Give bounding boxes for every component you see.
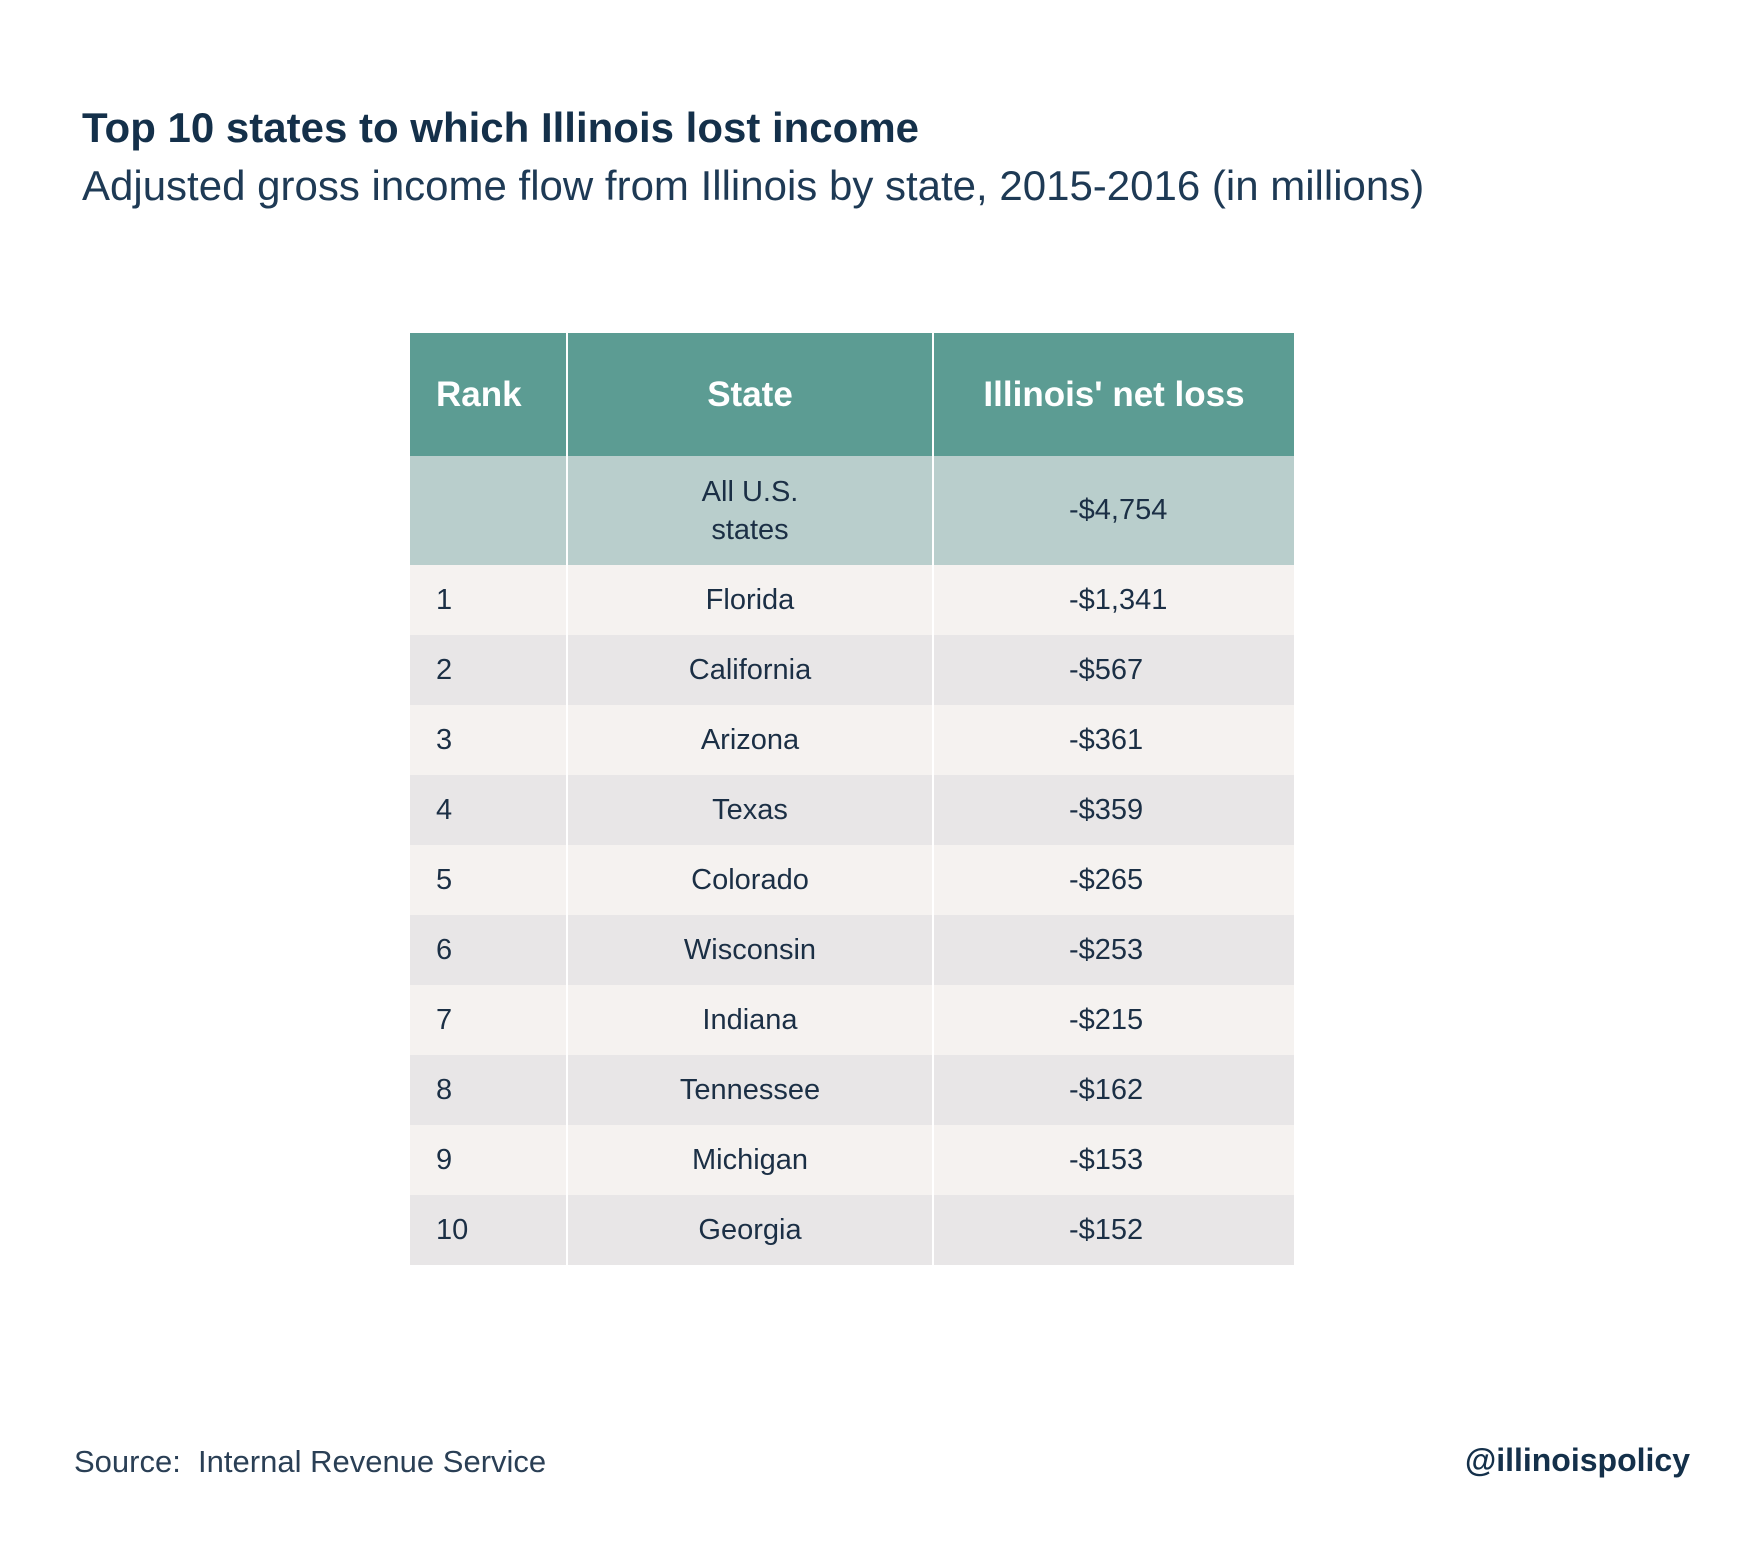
table-row: 7 Indiana -$215 — [410, 985, 1294, 1055]
table-row: 10 Georgia -$152 — [410, 1195, 1294, 1265]
column-header-rank: Rank — [410, 333, 568, 456]
net-loss-cell: -$567 — [933, 635, 1294, 705]
net-loss-cell: -$1,341 — [933, 565, 1294, 635]
net-loss-cell: -$153 — [933, 1125, 1294, 1195]
column-header-state: State — [567, 333, 934, 456]
social-handle: @illinoispolicy — [1464, 1442, 1690, 1478]
column-header-net-loss: Illinois' net loss — [933, 333, 1294, 456]
rank-cell: 6 — [410, 915, 568, 985]
source-note: Source: Internal Revenue Service — [74, 1444, 547, 1479]
state-cell: Tennessee — [567, 1055, 934, 1125]
rank-cell: 9 — [410, 1125, 568, 1195]
table-row: 9 Michigan -$153 — [410, 1125, 1294, 1195]
net-loss-cell: -$152 — [933, 1195, 1294, 1265]
state-cell: Indiana — [567, 985, 934, 1055]
state-cell: California — [567, 635, 934, 705]
table-header-row: Rank State Illinois' net loss — [410, 333, 1294, 456]
table-row: 1 Florida -$1,341 — [410, 565, 1294, 635]
total-state-cell: All U.S. states — [567, 456, 934, 565]
net-loss-cell: -$361 — [933, 705, 1294, 775]
table-row: 5 Colorado -$265 — [410, 845, 1294, 915]
net-loss-cell: -$215 — [933, 985, 1294, 1055]
state-cell: Texas — [567, 775, 934, 845]
total-state-label: All U.S. states — [701, 475, 799, 546]
rank-cell: 1 — [410, 565, 568, 635]
total-rank-cell — [410, 456, 568, 565]
rank-cell: 7 — [410, 985, 568, 1055]
state-cell: Florida — [567, 565, 934, 635]
data-table: Rank State Illinois' net loss All U.S. s… — [410, 333, 1294, 1265]
table-row: 3 Arizona -$361 — [410, 705, 1294, 775]
table-row: 6 Wisconsin -$253 — [410, 915, 1294, 985]
chart-subtitle: Adjusted gross income flow from Illinois… — [82, 162, 1425, 209]
state-cell: Wisconsin — [567, 915, 934, 985]
state-cell: Colorado — [567, 845, 934, 915]
rank-cell: 8 — [410, 1055, 568, 1125]
table-row: 2 California -$567 — [410, 635, 1294, 705]
total-loss-cell: -$4,754 — [933, 456, 1294, 565]
net-loss-cell: -$265 — [933, 845, 1294, 915]
rank-cell: 3 — [410, 705, 568, 775]
net-loss-cell: -$359 — [933, 775, 1294, 845]
chart-title: Top 10 states to which Illinois lost inc… — [82, 104, 920, 151]
rank-cell: 2 — [410, 635, 568, 705]
rank-cell: 10 — [410, 1195, 568, 1265]
table-row: 8 Tennessee -$162 — [410, 1055, 1294, 1125]
net-loss-cell: -$253 — [933, 915, 1294, 985]
net-loss-cell: -$162 — [933, 1055, 1294, 1125]
table-row: 4 Texas -$359 — [410, 775, 1294, 845]
state-cell: Georgia — [567, 1195, 934, 1265]
rank-cell: 4 — [410, 775, 568, 845]
state-cell: Michigan — [567, 1125, 934, 1195]
total-row: All U.S. states -$4,754 — [410, 456, 1294, 565]
state-cell: Arizona — [567, 705, 934, 775]
rank-cell: 5 — [410, 845, 568, 915]
